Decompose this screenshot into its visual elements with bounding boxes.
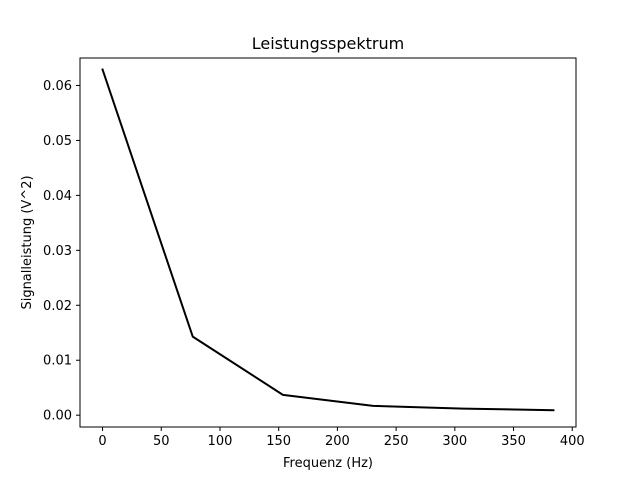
x-tick-label: 0 <box>98 434 106 449</box>
y-axis-ticks: 0.00 0.01 0.02 0.03 0.04 0.05 0.06 <box>43 79 80 424</box>
x-tick-label: 50 <box>153 434 170 449</box>
x-tick-label: 400 <box>560 434 585 449</box>
series-line <box>101 68 555 412</box>
axes-frame <box>79 57 577 428</box>
x-tick-label: 150 <box>266 434 291 449</box>
x-tick-label: 100 <box>208 434 233 449</box>
y-tick-label: 0.00 <box>43 409 72 424</box>
y-tick-label: 0.02 <box>43 299 72 314</box>
y-tick-label: 0.06 <box>43 79 72 94</box>
y-tick-label: 0.01 <box>43 354 72 369</box>
x-tick-label: 300 <box>442 434 467 449</box>
y-axis-label: Signalleistung (V^2) <box>20 175 35 309</box>
x-tick-label: 350 <box>501 434 526 449</box>
y-tick-label: 0.03 <box>43 244 72 259</box>
x-tick-label: 200 <box>325 434 350 449</box>
plot-area <box>101 68 555 412</box>
y-tick-label: 0.05 <box>43 134 72 149</box>
y-tick-label: 0.04 <box>43 189 72 204</box>
x-axis-ticks: 0 50 100 150 200 250 300 350 400 <box>98 427 585 449</box>
x-axis-label: Frequenz (Hz) <box>283 456 373 471</box>
chart-title: Leistungsspektrum <box>252 34 404 53</box>
x-tick-label: 250 <box>384 434 409 449</box>
